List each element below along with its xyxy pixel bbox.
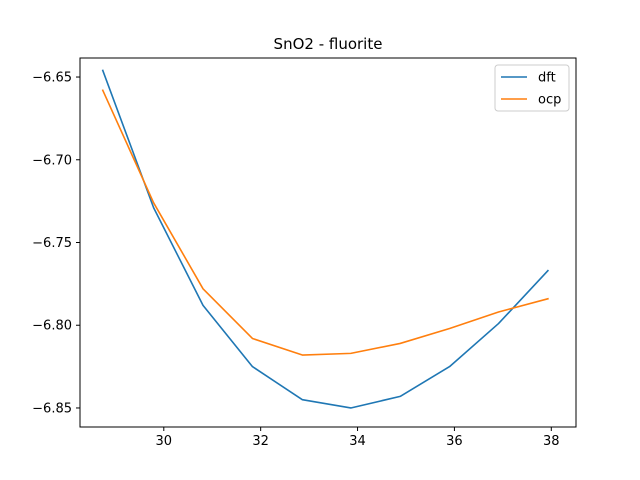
chart-title: SnO2 - fluorite [274,35,383,53]
axes-frame [79,57,577,428]
legend-label-dft: dft [538,71,556,86]
y-tick-label: −6.65 [32,71,72,86]
y-tick-label: −6.70 [32,153,72,168]
plot-area [101,69,550,409]
y-tick-label: −6.80 [32,319,72,334]
x-tick-label: 34 [349,434,366,449]
x-tick-label: 36 [446,434,463,449]
x-tick-label: 30 [156,434,173,449]
x-tick-label: 38 [543,434,560,449]
y-tick-label: −6.85 [32,401,72,416]
axes: 30 32 34 36 38 −6.85 −6.80 −6.75 −6.70 −6.65 [32,57,577,449]
y-tick-label: −6.75 [32,236,72,251]
legend-label-ocp: ocp [538,93,561,108]
legend: dft ocp [494,64,570,112]
x-tick-label: 32 [252,434,269,449]
series-line-dft [101,69,550,409]
series-line-ocp [101,89,549,356]
